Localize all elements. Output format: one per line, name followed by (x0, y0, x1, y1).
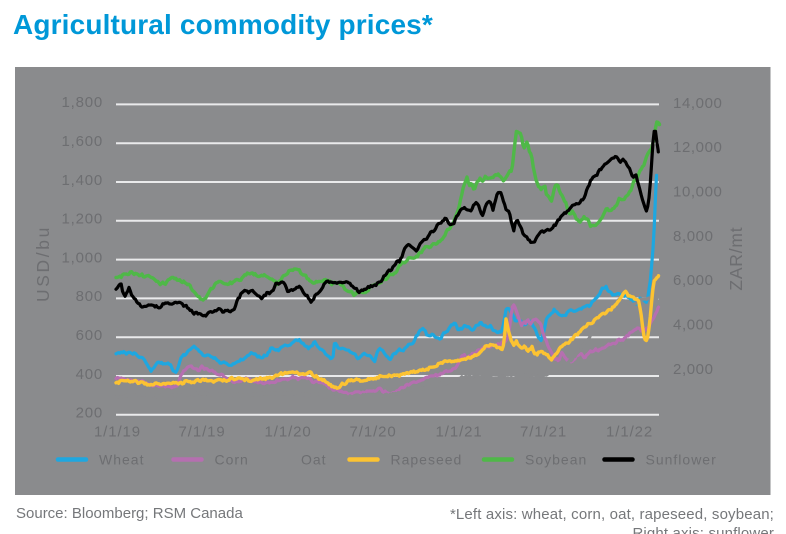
svg-text:7/1/19: 7/1/19 (179, 423, 226, 440)
svg-text:200: 200 (76, 405, 103, 422)
svg-text:1/1/22: 1/1/22 (606, 423, 653, 440)
svg-text:Sunflower: Sunflower (646, 451, 717, 467)
svg-text:1/1/21: 1/1/21 (436, 423, 483, 440)
svg-text:7/1/20: 7/1/20 (350, 423, 397, 440)
svg-text:Corn: Corn (215, 451, 249, 467)
svg-text:800: 800 (76, 288, 103, 305)
svg-text:2,000: 2,000 (673, 361, 714, 378)
svg-text:400: 400 (76, 366, 103, 383)
svg-text:12,000: 12,000 (673, 139, 722, 156)
svg-text:Oat: Oat (301, 451, 327, 467)
svg-text:600: 600 (76, 327, 103, 344)
svg-text:6,000: 6,000 (673, 272, 714, 289)
svg-text:ZAR/mt: ZAR/mt (726, 227, 746, 291)
svg-text:10,000: 10,000 (673, 184, 722, 201)
svg-text:8,000: 8,000 (673, 228, 714, 245)
svg-text:7/1/21: 7/1/21 (520, 423, 567, 440)
svg-text:1,800: 1,800 (61, 94, 103, 111)
svg-text:14,000: 14,000 (673, 95, 722, 112)
svg-text:1/1/19: 1/1/19 (94, 423, 141, 440)
svg-text:1/1/20: 1/1/20 (265, 423, 312, 440)
svg-text:1,000: 1,000 (61, 249, 103, 266)
svg-text:Wheat: Wheat (99, 451, 144, 467)
svg-text:1,200: 1,200 (61, 211, 103, 228)
svg-text:1,600: 1,600 (61, 133, 103, 150)
svg-text:Soybean: Soybean (525, 451, 587, 467)
svg-text:1,400: 1,400 (61, 172, 103, 189)
svg-text:USD/bu: USD/bu (33, 225, 53, 302)
svg-text:Rapeseed: Rapeseed (391, 451, 463, 467)
svg-text:4,000: 4,000 (673, 317, 714, 334)
